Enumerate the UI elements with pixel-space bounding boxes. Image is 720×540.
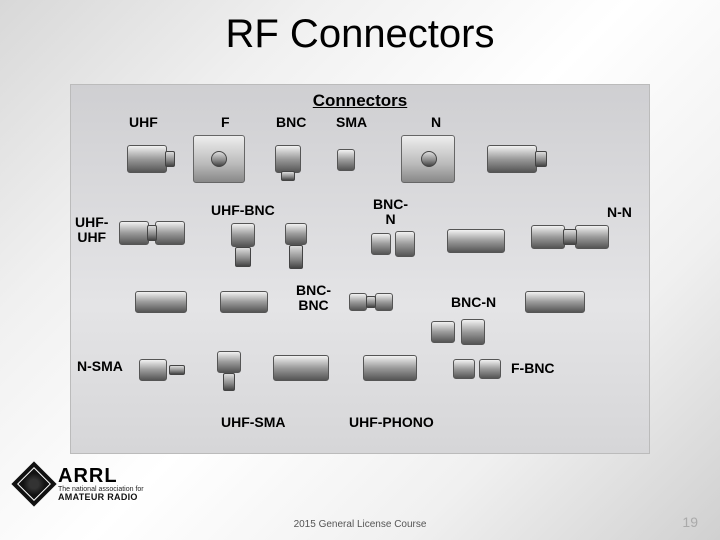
label-uhf: UHF — [129, 115, 158, 130]
label-f: F — [221, 115, 230, 130]
connector-bnc-n-1 — [371, 227, 415, 261]
slide-title: RF Connectors — [0, 0, 720, 57]
connector-row3-right — [521, 283, 589, 321]
connector-uhf-uhf — [119, 215, 185, 251]
connector-f-bnc — [453, 353, 501, 385]
label-f-bnc: F-BNC — [511, 361, 555, 376]
page-number: 19 — [682, 514, 698, 530]
connectors-figure: Connectors UHF F BNC SMA N UHF- UHF UHF-… — [70, 84, 650, 454]
label-n: N — [431, 115, 441, 130]
connector-row4-b — [211, 351, 247, 391]
connector-row4-d — [359, 347, 421, 389]
connector-uhf-bnc — [223, 223, 263, 267]
label-bnc: BNC — [276, 115, 306, 130]
arrl-tagline2: AMATEUR RADIO — [58, 493, 144, 502]
label-sma: SMA — [336, 115, 367, 130]
connector-sma — [335, 147, 357, 173]
label-n-n: N-N — [607, 205, 632, 220]
footer-course: 2015 General License Course — [0, 519, 720, 530]
connector-n-sma — [139, 353, 189, 387]
arrl-brand: ARRL — [58, 466, 144, 486]
label-bnc-n-2: BNC-N — [451, 295, 496, 310]
connector-bnc — [271, 141, 305, 177]
connector-n-n — [531, 215, 609, 259]
label-bnc-n: BNC- N — [373, 197, 408, 226]
connector-row3-b — [216, 285, 272, 319]
connector-f-panel — [193, 135, 245, 183]
arrl-diamond-icon — [11, 461, 56, 506]
connector-n-adapter — [441, 221, 511, 261]
connector-n-panel — [401, 135, 455, 183]
arrl-logo: ARRL The national association for AMATEU… — [18, 466, 144, 502]
label-uhf-bnc: UHF-BNC — [211, 203, 275, 218]
connector-uhf-bnc-2 — [281, 223, 311, 269]
connector-bnc-bnc — [349, 287, 393, 317]
connector-row3-a — [131, 285, 191, 319]
connector-row4-c — [269, 347, 333, 389]
label-uhf-uhf: UHF- UHF — [75, 215, 108, 244]
label-uhf-phono: UHF-PHONO — [349, 415, 434, 430]
connector-n-plug — [481, 139, 543, 179]
label-bnc-bnc: BNC- BNC — [296, 283, 331, 312]
figure-title: Connectors — [71, 91, 649, 111]
connector-bnc-n-2 — [431, 315, 485, 349]
connector-uhf — [121, 137, 173, 181]
label-uhf-sma: UHF-SMA — [221, 415, 286, 430]
label-n-sma: N-SMA — [77, 359, 123, 374]
